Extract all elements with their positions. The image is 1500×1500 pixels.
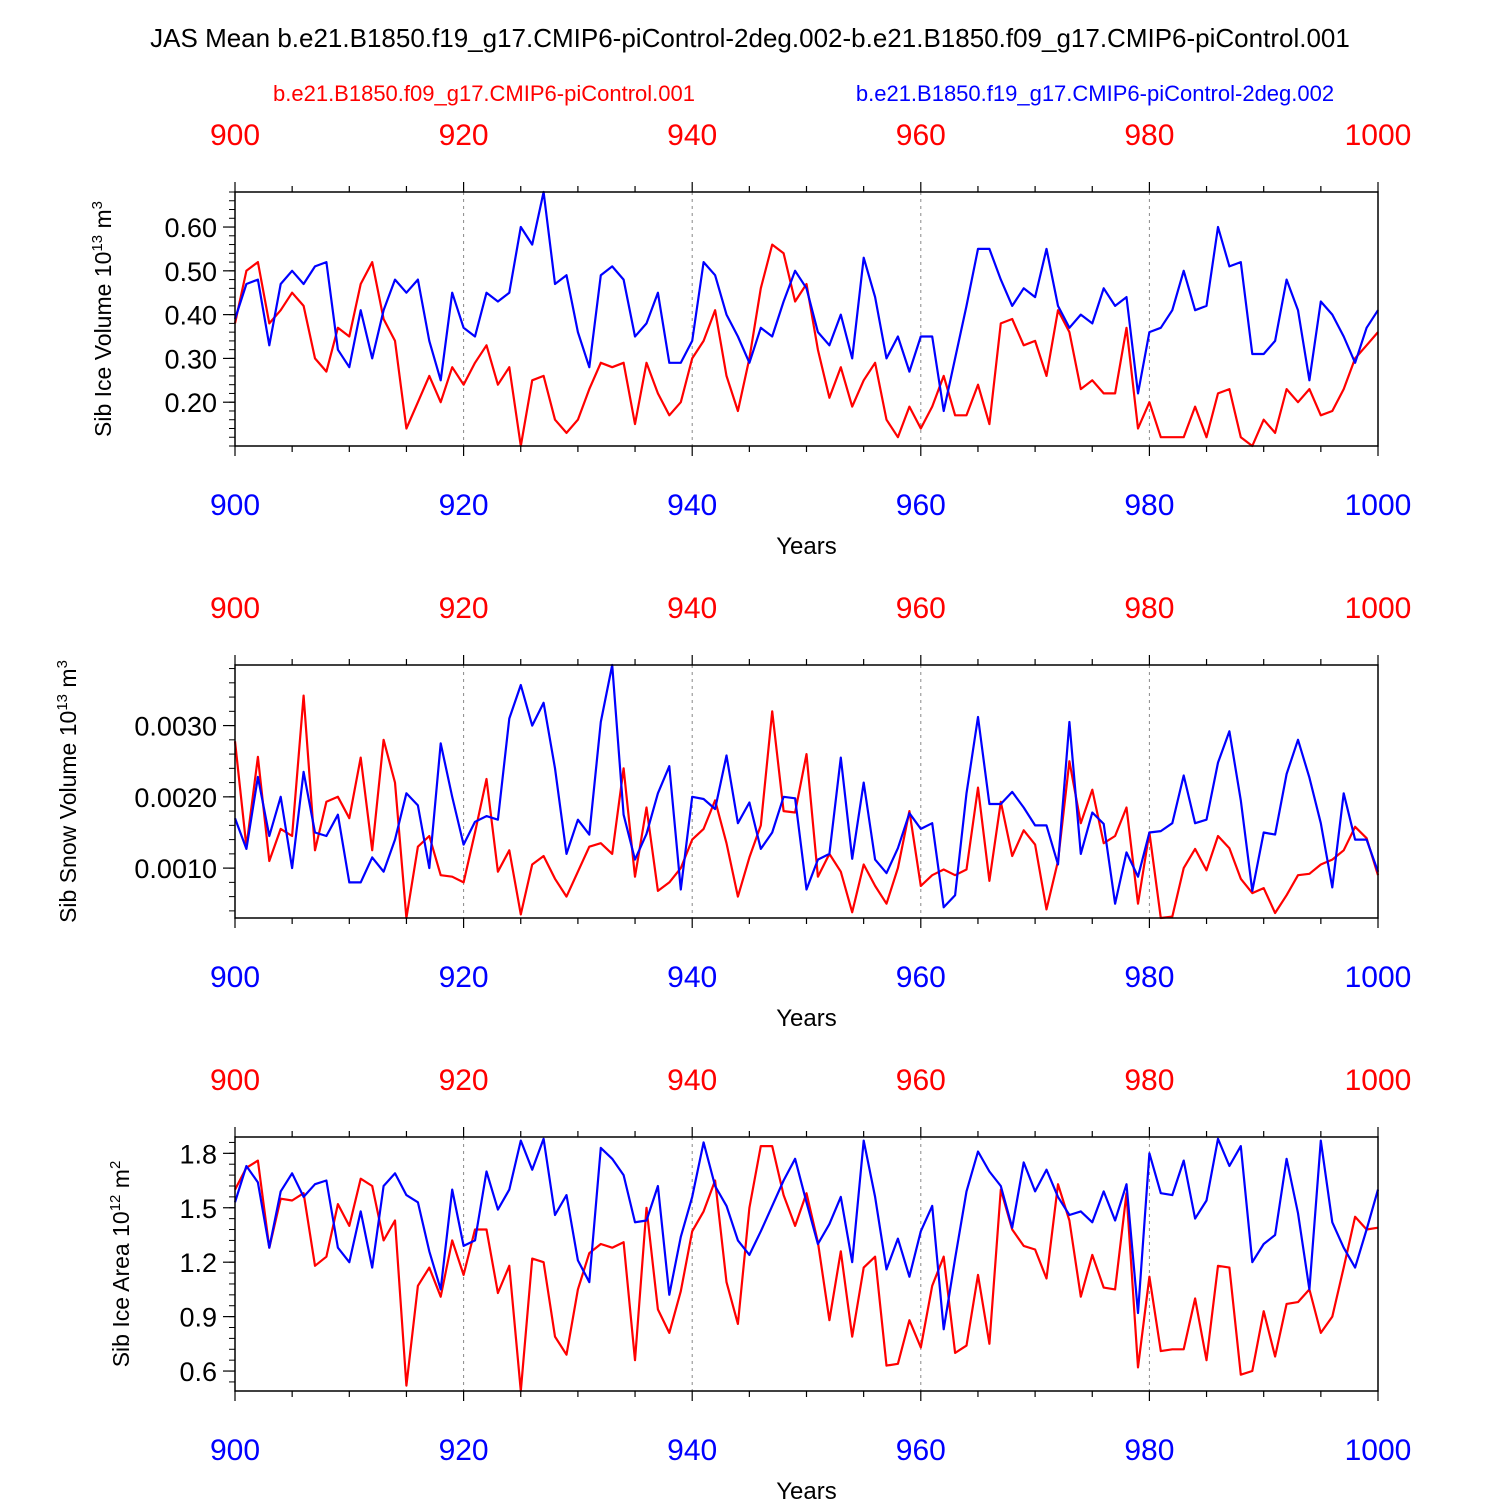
x-tick-label-bottom: 900 bbox=[210, 489, 260, 522]
x-tick-label-top: 940 bbox=[667, 1064, 717, 1097]
panel-ice-volume: 900 900 920 920 940 940 960 960 980 980 1000 1000 Ye… bbox=[89, 119, 1411, 560]
x-axis-label: Years bbox=[776, 1478, 837, 1500]
x-tick-label-bottom: 1000 bbox=[1345, 489, 1412, 522]
series-line-red bbox=[234, 1144, 1379, 1393]
x-tick-label-bottom: 1000 bbox=[1345, 961, 1412, 994]
x-tick-label-top: 940 bbox=[667, 119, 717, 152]
y-axis-label-part: Sib Snow Volume 10 bbox=[55, 711, 81, 923]
y-axis-label-part: 13 bbox=[89, 235, 106, 252]
y-axis-label: Sib Ice Area 1012 m2 bbox=[107, 1161, 134, 1368]
y-axis-label: Sib Ice Volume 1013 m3 bbox=[89, 201, 116, 437]
y-tick-label: 0.0010 bbox=[134, 854, 217, 884]
legend-blue-label: b.e21.B1850.f19_g17.CMIP6-piControl-2deg… bbox=[856, 81, 1334, 106]
x-tick-label-bottom: 940 bbox=[667, 1434, 717, 1467]
y-axis-label-part: m bbox=[90, 209, 116, 235]
y-axis-label-part: 13 bbox=[54, 694, 71, 711]
panel-snow-volume: 900 900 920 920 940 940 960 960 980 980 1000 1000 Ye… bbox=[54, 592, 1411, 1032]
x-tick-label-top: 960 bbox=[896, 1064, 946, 1097]
x-tick-label-top: 960 bbox=[896, 119, 946, 152]
x-tick-label-bottom: 980 bbox=[1124, 1434, 1174, 1467]
y-axis-label-part: m bbox=[108, 1169, 134, 1195]
x-tick-label-bottom: 960 bbox=[896, 489, 946, 522]
y-tick-label: 0.40 bbox=[164, 301, 217, 331]
x-tick-label-top: 980 bbox=[1124, 119, 1174, 152]
y-tick-label: 0.50 bbox=[164, 257, 217, 287]
x-tick-label-top: 920 bbox=[439, 119, 489, 152]
x-tick-label-top: 1000 bbox=[1345, 119, 1412, 152]
x-tick-label-top: 900 bbox=[210, 1064, 260, 1097]
y-tick-label: 1.2 bbox=[179, 1248, 217, 1278]
y-tick-label: 0.60 bbox=[164, 213, 217, 243]
x-tick-label-bottom: 920 bbox=[439, 489, 489, 522]
x-axis-label: Years bbox=[776, 1005, 837, 1032]
y-tick-label: 0.20 bbox=[164, 388, 217, 418]
x-tick-label-top: 1000 bbox=[1345, 1064, 1412, 1097]
x-tick-label-top: 940 bbox=[667, 592, 717, 625]
y-tick-label: 1.8 bbox=[179, 1139, 217, 1169]
series-line-blue bbox=[233, 1137, 1380, 1331]
x-tick-label-top: 980 bbox=[1124, 1064, 1174, 1097]
series-line-blue bbox=[233, 663, 1380, 909]
x-tick-label-top: 900 bbox=[210, 592, 260, 625]
x-tick-label-bottom: 940 bbox=[667, 489, 717, 522]
series-line-red bbox=[233, 694, 1380, 920]
x-tick-label-top: 920 bbox=[439, 592, 489, 625]
x-tick-label-bottom: 900 bbox=[210, 1434, 260, 1467]
y-axis-label-part: 3 bbox=[89, 201, 106, 209]
y-tick-label: 0.6 bbox=[179, 1357, 217, 1387]
x-axis-label: Years bbox=[776, 533, 837, 560]
x-tick-label-bottom: 980 bbox=[1124, 489, 1174, 522]
y-tick-label: 0.0030 bbox=[134, 712, 217, 742]
y-axis-label-part: m bbox=[55, 668, 81, 694]
x-tick-label-top: 1000 bbox=[1345, 592, 1412, 625]
x-tick-label-top: 960 bbox=[896, 592, 946, 625]
x-tick-label-bottom: 1000 bbox=[1345, 1434, 1412, 1467]
y-axis-label-part: 2 bbox=[107, 1161, 124, 1169]
x-tick-label-bottom: 900 bbox=[210, 961, 260, 994]
x-tick-label-bottom: 920 bbox=[439, 1434, 489, 1467]
series-line-blue bbox=[233, 190, 1379, 413]
x-tick-label-top: 980 bbox=[1124, 592, 1174, 625]
x-tick-label-top: 900 bbox=[210, 119, 260, 152]
x-tick-label-top: 920 bbox=[439, 1064, 489, 1097]
y-tick-label: 0.30 bbox=[164, 344, 217, 374]
y-axis-label-part: Sib Ice Volume 10 bbox=[90, 252, 116, 437]
y-axis-label-part: 12 bbox=[107, 1195, 124, 1212]
plot-frame bbox=[234, 191, 1379, 447]
x-tick-label-bottom: 960 bbox=[896, 961, 946, 994]
chart-title: JAS Mean b.e21.B1850.f19_g17.CMIP6-piCon… bbox=[150, 23, 1350, 53]
panel-ice-area: 900 900 920 920 940 940 960 960 980 980 1000 1000 Ye… bbox=[107, 1064, 1411, 1500]
y-axis-label-part: Sib Ice Area 10 bbox=[108, 1211, 134, 1367]
x-tick-label-bottom: 980 bbox=[1124, 961, 1174, 994]
x-tick-label-bottom: 960 bbox=[896, 1434, 946, 1467]
y-tick-label: 1.5 bbox=[179, 1194, 217, 1224]
y-axis-label: Sib Snow Volume 1013 m3 bbox=[54, 660, 81, 923]
y-tick-label: 0.9 bbox=[179, 1303, 217, 1333]
x-tick-label-bottom: 940 bbox=[667, 961, 717, 994]
series-line-red bbox=[233, 243, 1379, 448]
y-axis-label-part: 3 bbox=[54, 660, 71, 668]
plot-frame bbox=[234, 664, 1379, 919]
legend-red-label: b.e21.B1850.f09_g17.CMIP6-piControl.001 bbox=[273, 81, 695, 106]
x-tick-label-bottom: 920 bbox=[439, 961, 489, 994]
y-tick-label: 0.0020 bbox=[134, 783, 217, 813]
